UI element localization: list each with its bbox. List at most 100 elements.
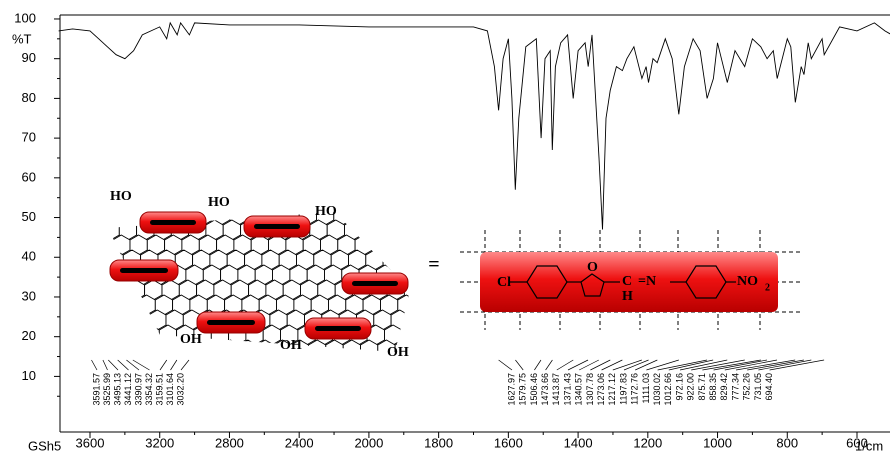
group-label: HO xyxy=(208,195,230,210)
hexagon xyxy=(238,339,258,352)
hexagon xyxy=(157,175,174,195)
y-tick-label: 40 xyxy=(22,249,36,264)
y-tick-label: 10 xyxy=(22,368,36,383)
peak-label: 694.40 xyxy=(764,373,774,401)
hexagon xyxy=(256,339,275,352)
hexagon xyxy=(371,355,388,375)
peak-leader xyxy=(657,359,708,371)
x-tick-label: 600 xyxy=(846,435,868,450)
peak-label: 922.00 xyxy=(686,373,696,401)
x-tick-label: 1600 xyxy=(494,435,523,450)
hexagon xyxy=(73,325,90,345)
hexagon xyxy=(375,190,392,210)
atom: C xyxy=(622,274,632,289)
peak-leader xyxy=(635,359,658,371)
hexagon xyxy=(378,219,397,241)
hexagon xyxy=(330,175,347,195)
x-tick-label: 2800 xyxy=(215,435,244,450)
y-tick-label: 50 xyxy=(22,209,36,224)
hexagon xyxy=(65,265,82,285)
spectrum-line xyxy=(58,21,890,230)
hexagon xyxy=(81,190,98,210)
hexagon xyxy=(139,175,156,195)
pill-bar xyxy=(207,320,255,325)
y-tick-label: 60 xyxy=(22,169,36,184)
hexagon xyxy=(74,205,91,225)
hexagon xyxy=(360,339,379,352)
hexagon xyxy=(278,175,295,195)
peak-label: 1030.02 xyxy=(652,373,662,406)
hexagon xyxy=(77,355,94,375)
hexagon xyxy=(204,339,223,352)
hexagon xyxy=(365,175,382,195)
peak-leader xyxy=(159,359,168,371)
hexagon xyxy=(237,190,254,210)
hexagon xyxy=(90,325,107,345)
hexagon xyxy=(124,324,143,346)
hexagon xyxy=(347,175,364,195)
hexagon xyxy=(109,279,128,301)
pill-bar xyxy=(150,220,196,225)
hexagon xyxy=(83,340,100,360)
peak-label: 875.71 xyxy=(697,373,707,401)
hexagon xyxy=(85,220,102,240)
peak-leader xyxy=(108,359,119,371)
y-tick-label: 70 xyxy=(22,130,36,145)
hexagon xyxy=(399,370,416,390)
hexagon xyxy=(63,190,80,210)
hexagon xyxy=(226,175,243,195)
hexagon xyxy=(215,355,232,375)
hexagon xyxy=(146,355,163,375)
hexagon xyxy=(209,370,226,390)
peak-label: 1371.43 xyxy=(562,373,572,406)
molecule-box xyxy=(480,252,778,312)
peak-label: 972.16 xyxy=(674,373,684,401)
peak-leader xyxy=(735,359,796,371)
pill-bar xyxy=(315,326,361,331)
hexagon xyxy=(399,249,410,271)
hexagon xyxy=(108,309,115,331)
peak-leader xyxy=(132,359,150,371)
hexagon xyxy=(137,294,156,316)
molecule-bonds xyxy=(510,265,736,299)
peak-label: 3032.20 xyxy=(175,373,185,406)
hexagon xyxy=(181,355,198,375)
peak-leader xyxy=(758,359,812,371)
hexagon xyxy=(221,339,240,352)
hexagon xyxy=(117,339,136,352)
hexagon xyxy=(278,370,295,390)
hexagon xyxy=(302,355,319,375)
hexagon xyxy=(94,355,111,375)
hexagon xyxy=(295,175,312,195)
atom: 2 xyxy=(765,282,770,293)
hexagon xyxy=(385,212,404,226)
hexagon xyxy=(67,220,84,240)
hexagon xyxy=(69,295,86,315)
hexagon xyxy=(108,219,120,241)
peak-label: 3354.32 xyxy=(144,373,154,406)
hexagon xyxy=(271,190,288,210)
peak-label: 1307.78 xyxy=(585,373,595,406)
hexagon xyxy=(134,339,154,352)
peak-leader xyxy=(679,359,728,371)
hexagon xyxy=(198,355,215,375)
peak-label: 777.34 xyxy=(730,373,740,401)
hexagon xyxy=(191,175,208,195)
peak-leader xyxy=(545,359,553,371)
hexagon xyxy=(337,355,354,375)
peak-leader xyxy=(691,359,745,371)
x-tick-label: 800 xyxy=(776,435,798,450)
hexagon xyxy=(342,339,361,352)
peak-label: 1273.06 xyxy=(596,373,606,406)
hexagon xyxy=(82,265,99,285)
inset: HO HO HO OH OH OH = Cl O C H =N NO 2 xyxy=(46,175,800,390)
hexagon xyxy=(191,370,208,390)
x-tick-label: 1200 xyxy=(633,435,662,450)
hexagon xyxy=(382,370,399,390)
hexagon xyxy=(46,190,63,210)
atom: =N xyxy=(638,274,656,289)
peak-leader xyxy=(102,359,108,371)
peak-leader xyxy=(567,359,589,371)
x-tick-label: 2400 xyxy=(285,435,314,450)
peak-label: 1506.46 xyxy=(529,373,539,406)
